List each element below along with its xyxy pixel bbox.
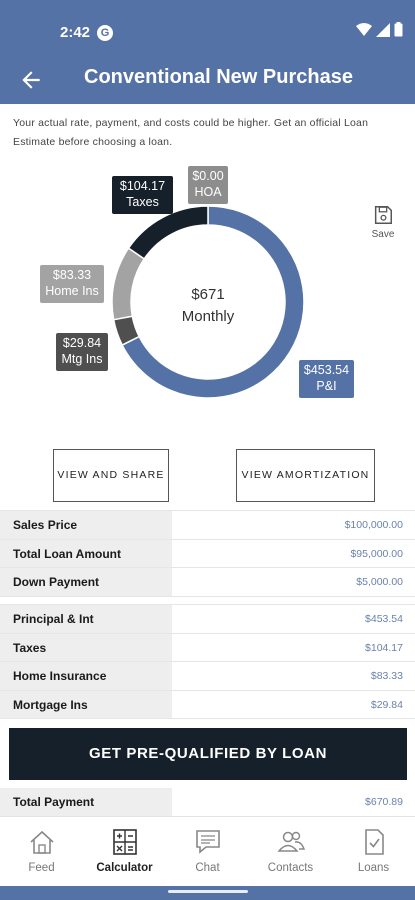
nav-item-feed[interactable]: Feed — [0, 817, 83, 886]
nav-item-loans[interactable]: Loans — [332, 817, 415, 886]
calculator-icon — [112, 829, 137, 855]
donut-slice-home-ins — [111, 247, 146, 321]
view-and-share-button[interactable]: VIEW AND SHARE — [53, 449, 169, 502]
donut-slice-p-i — [121, 205, 305, 399]
slice-tag-hoa: $0.00 HOA — [188, 166, 228, 204]
get-pre-qualified-button[interactable]: GET PRE-QUALIFIED BY LOAN — [9, 728, 407, 780]
nav-label-feed: Feed — [28, 862, 55, 874]
table-row: Total Loan Amount $95,000.00 — [0, 539, 415, 568]
row-value: $453.54 — [365, 613, 403, 625]
table-row: Taxes $104.17 — [0, 633, 415, 662]
bottom-navigation: Feed Calculator Chat Contacts Loans — [0, 816, 415, 886]
signal-icon — [376, 22, 390, 37]
nav-item-chat[interactable]: Chat — [166, 817, 249, 886]
back-arrow-icon[interactable] — [18, 67, 44, 93]
table-row: Total Payment $670.89 — [0, 788, 415, 817]
slice-tag-hoa-name: HOA — [194, 185, 222, 199]
row-label: Principal & Int — [0, 605, 172, 633]
row-value: $83.33 — [370, 670, 403, 682]
nav-item-calculator[interactable]: Calculator — [83, 817, 166, 886]
row-label: Mortgage Ins — [0, 690, 172, 718]
nav-label-calculator: Calculator — [96, 862, 153, 874]
chart-center-amount: $671 — [191, 286, 225, 303]
row-label: Total Payment — [0, 788, 172, 817]
disclaimer-text: Your actual rate, payment, and costs cou… — [13, 117, 369, 148]
gesture-handle[interactable] — [168, 890, 248, 893]
slice-tag-home-ins: $83.33 Home Ins — [40, 265, 104, 303]
table-row: Down Payment $5,000.00 — [0, 568, 415, 597]
row-label: Sales Price — [0, 511, 172, 539]
nav-label-contacts: Contacts — [267, 862, 314, 874]
table-row: Home Insurance $83.33 — [0, 662, 415, 691]
row-value: $5,000.00 — [356, 576, 403, 588]
row-value: $95,000.00 — [350, 547, 403, 560]
row-label: Taxes — [0, 633, 172, 661]
row-label: Home Insurance — [0, 662, 172, 690]
donut-slice-taxes — [127, 205, 209, 260]
donut-chart — [111, 205, 305, 399]
row-value: $670.89 — [365, 796, 403, 808]
contacts-icon — [276, 831, 305, 852]
slice-tag-pi-value: $453.54 — [303, 363, 350, 377]
floppy-save-icon — [374, 206, 392, 224]
table-row: Principal & Int $453.54 — [0, 605, 415, 634]
document-check-icon — [364, 829, 384, 855]
slice-tag-mtg-ins-name: Mtg Ins — [61, 352, 103, 366]
payment-breakdown-chart — [0, 160, 415, 440]
loan-summary-table: Sales Price $100,000.00 Total Loan Amoun… — [0, 510, 415, 597]
nav-item-contacts[interactable]: Contacts — [249, 817, 332, 886]
wifi-icon — [356, 22, 372, 36]
slice-tag-home-ins-value: $83.33 — [52, 268, 92, 282]
slice-tag-taxes-name: Taxes — [126, 195, 159, 209]
row-value: $100,000.00 — [344, 519, 403, 531]
nav-label-chat: Chat — [195, 862, 220, 874]
app-badge-icon: G — [97, 25, 113, 41]
app-bar: Conventional New Purchase — [0, 56, 415, 104]
slice-tag-mtg-ins: $29.84 Mtg Ins — [56, 333, 108, 371]
table-row: Mortgage Ins $29.84 — [0, 690, 415, 719]
row-value: $29.84 — [370, 698, 403, 711]
slice-tag-mtg-ins-value: $29.84 — [62, 336, 102, 350]
chat-icon — [195, 830, 220, 854]
gesture-bar — [0, 886, 415, 900]
total-payment-table: Total Payment $670.89 — [0, 788, 415, 817]
row-label: Down Payment — [0, 568, 172, 596]
slice-tag-hoa-value: $0.00 — [192, 169, 224, 183]
row-value: $104.17 — [365, 641, 403, 654]
battery-icon — [394, 22, 403, 37]
status-time: 2:42 — [60, 24, 91, 41]
slice-tag-home-ins-name: Home Ins — [45, 284, 99, 298]
slice-tag-taxes: $104.17 Taxes — [112, 176, 173, 214]
nav-label-loans: Loans — [357, 862, 390, 874]
status-bar: 2:42 G — [0, 0, 415, 56]
save-label: Save — [371, 229, 395, 240]
slice-tag-taxes-value: $104.17 — [119, 179, 166, 193]
slice-tag-pi-name: P&I — [316, 379, 337, 393]
view-amortization-button[interactable]: VIEW AMORTIZATION — [236, 449, 375, 502]
home-icon — [29, 830, 54, 854]
table-row: Sales Price $100,000.00 — [0, 511, 415, 540]
system-icons — [356, 22, 403, 37]
save-button[interactable]: Save — [365, 204, 401, 240]
chart-center-label: Monthly — [181, 308, 235, 325]
slice-tag-pi: $453.54 P&I — [299, 360, 354, 398]
page-title: Conventional New Purchase — [84, 66, 353, 88]
row-label: Total Loan Amount — [0, 539, 172, 567]
payment-breakdown-table: Principal & Int $453.54 Taxes $104.17 Ho… — [0, 604, 415, 719]
